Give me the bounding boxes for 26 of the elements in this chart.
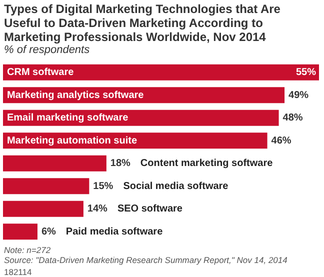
data-label: 46% bbox=[271, 135, 292, 146]
data-label: 48% bbox=[282, 112, 303, 124]
y-tick-label: Paid media software bbox=[66, 226, 164, 238]
text: Note: n=272 bbox=[4, 245, 52, 255]
source-note: Source: "Data-Driven Marketing Research Summary Report," Nov 14, 2014 bbox=[4, 255, 288, 265]
data-label: 55% bbox=[296, 67, 316, 78]
y-tick-label: Content marketing software bbox=[140, 158, 274, 170]
y-tick-label: Marketing analytics software bbox=[7, 90, 144, 101]
chart-title: Types of Digital Marketing Technologies that Are Useful to Data-Driven Marketing According to Marketing Professionals Worldwide, Nov 2014 bbox=[4, 2, 282, 44]
data-label: 14% bbox=[87, 204, 108, 215]
bar bbox=[3, 64, 319, 80]
y-tick-label: SEO software bbox=[117, 204, 183, 215]
bar bbox=[3, 155, 106, 172]
text: 182114 bbox=[4, 267, 33, 277]
data-label: 18% bbox=[110, 158, 131, 170]
data-label: 6% bbox=[41, 226, 56, 238]
y-tick-label: Marketing automation suite bbox=[7, 135, 138, 146]
y-tick-label: CRM software bbox=[7, 67, 74, 78]
bar bbox=[3, 224, 38, 240]
chart-subtitle: % of respondents bbox=[4, 44, 91, 57]
bar bbox=[3, 178, 90, 194]
y-tick-label: Email marketing software bbox=[7, 112, 129, 124]
y-tick-label: Social media software bbox=[123, 180, 229, 192]
data-label: 15% bbox=[93, 180, 114, 192]
bar bbox=[3, 200, 84, 217]
data-label: 49% bbox=[288, 90, 309, 101]
